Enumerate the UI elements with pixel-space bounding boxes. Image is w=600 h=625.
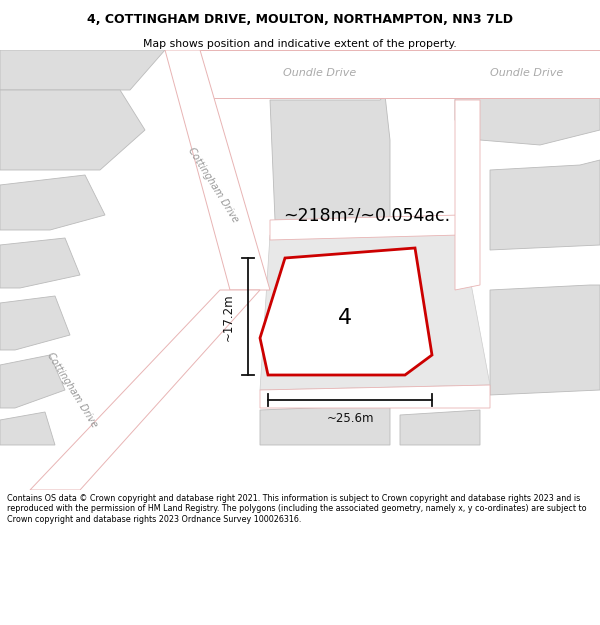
Polygon shape bbox=[0, 355, 65, 408]
Polygon shape bbox=[0, 90, 145, 170]
Text: Cottingham Drive: Cottingham Drive bbox=[45, 351, 99, 429]
Text: Map shows position and indicative extent of the property.: Map shows position and indicative extent… bbox=[143, 39, 457, 49]
Polygon shape bbox=[195, 50, 600, 98]
Polygon shape bbox=[0, 412, 55, 445]
Text: ~218m²/~0.054ac.: ~218m²/~0.054ac. bbox=[283, 206, 450, 224]
Polygon shape bbox=[0, 296, 70, 350]
Polygon shape bbox=[260, 405, 390, 445]
Polygon shape bbox=[0, 175, 105, 230]
Polygon shape bbox=[455, 50, 600, 145]
Polygon shape bbox=[0, 50, 165, 90]
Polygon shape bbox=[30, 290, 260, 490]
Polygon shape bbox=[400, 410, 480, 445]
Text: ~17.2m: ~17.2m bbox=[221, 293, 235, 341]
Polygon shape bbox=[455, 100, 480, 290]
Text: Oundle Drive: Oundle Drive bbox=[283, 68, 356, 78]
Text: Oundle Drive: Oundle Drive bbox=[490, 68, 563, 78]
Text: 4, COTTINGHAM DRIVE, MOULTON, NORTHAMPTON, NN3 7LD: 4, COTTINGHAM DRIVE, MOULTON, NORTHAMPTO… bbox=[87, 12, 513, 26]
Text: ~25.6m: ~25.6m bbox=[326, 411, 374, 424]
Polygon shape bbox=[490, 160, 600, 250]
Polygon shape bbox=[260, 385, 490, 408]
Polygon shape bbox=[270, 95, 390, 220]
Polygon shape bbox=[0, 238, 80, 288]
Polygon shape bbox=[165, 50, 270, 290]
Text: Contains OS data © Crown copyright and database right 2021. This information is : Contains OS data © Crown copyright and d… bbox=[7, 494, 587, 524]
Polygon shape bbox=[490, 285, 600, 395]
Text: Cottingham Drive: Cottingham Drive bbox=[186, 146, 240, 224]
Polygon shape bbox=[270, 215, 460, 240]
Polygon shape bbox=[260, 225, 490, 390]
Polygon shape bbox=[260, 248, 432, 375]
Text: 4: 4 bbox=[338, 308, 352, 328]
